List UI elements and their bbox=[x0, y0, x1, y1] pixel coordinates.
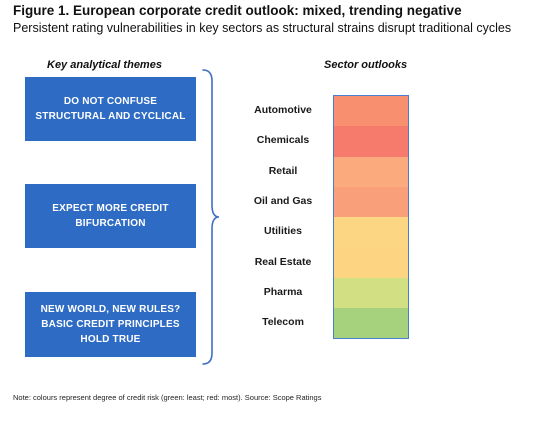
heat-cell-automotive bbox=[334, 96, 408, 127]
sector-label-automotive: Automotive bbox=[254, 104, 312, 117]
heat-cell-utilities bbox=[334, 217, 408, 248]
theme-box-new-rules: NEW WORLD, NEW RULES? BASIC CREDIT PRINC… bbox=[25, 292, 196, 357]
footnote: Note: colours represent degree of credit… bbox=[13, 393, 322, 402]
sector-label-utilities: Utilities bbox=[264, 225, 302, 238]
themes-heading: Key analytical themes bbox=[47, 59, 162, 71]
theme-box-structural-cyclical: DO NOT CONFUSE STRUCTURAL AND CYCLICAL bbox=[25, 77, 196, 141]
right-brace-icon bbox=[202, 69, 220, 365]
sector-label-telecom: Telecom bbox=[262, 316, 304, 329]
sector-label-chemicals: Chemicals bbox=[256, 134, 310, 147]
heat-cell-real-estate bbox=[334, 247, 408, 278]
sector-label-oil-and-gas: Oil and Gas bbox=[253, 195, 313, 208]
heat-cell-retail bbox=[334, 156, 408, 187]
heat-cell-oil-and-gas bbox=[334, 186, 408, 218]
figure-title: Figure 1. European corporate credit outl… bbox=[13, 3, 462, 18]
theme-box-credit-bifurcation: EXPECT MORE CREDIT BIFURCATION bbox=[25, 184, 196, 248]
sector-label-retail: Retail bbox=[268, 164, 298, 177]
sector-label-list: Automotive Chemicals Retail Oil and Gas … bbox=[236, 95, 330, 337]
heat-cell-chemicals bbox=[334, 126, 408, 157]
heat-cell-telecom bbox=[334, 308, 408, 339]
figure-subtitle: Persistent rating vulnerabilities in key… bbox=[13, 21, 512, 35]
heat-cell-pharma bbox=[334, 277, 408, 309]
sector-label-pharma: Pharma bbox=[263, 285, 303, 298]
sectors-heading: Sector outlooks bbox=[324, 59, 408, 71]
sector-heat-column bbox=[333, 95, 409, 340]
sector-label-real-estate: Real Estate bbox=[254, 255, 312, 268]
